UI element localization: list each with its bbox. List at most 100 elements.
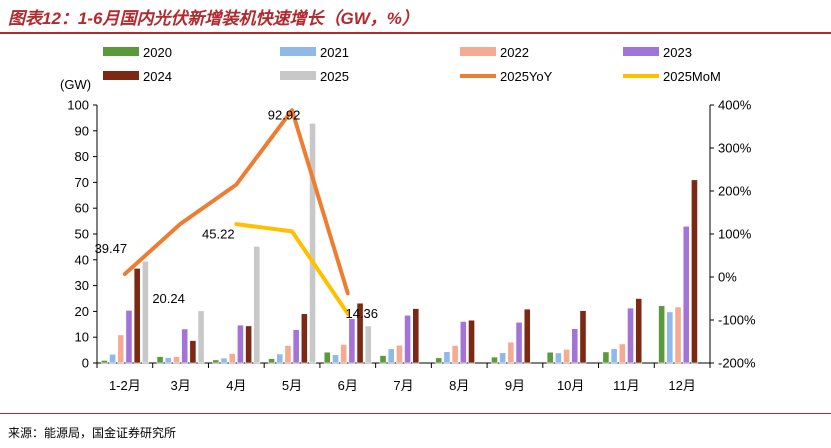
y-tick-label: 40	[75, 252, 89, 267]
x-tick-label: 1-2月	[109, 378, 141, 393]
bar-2024	[133, 268, 141, 364]
bar-2024	[189, 340, 197, 364]
y-tick-label: 10	[75, 330, 89, 345]
y2-tick-label: 400%	[718, 98, 752, 113]
bar-2020	[268, 358, 275, 364]
y-tick-label: 0	[82, 356, 89, 371]
bar-2024	[691, 179, 698, 364]
legend-label-2020: 2020	[143, 45, 172, 60]
bar-2024	[300, 313, 308, 364]
x-tick-label: 8月	[449, 378, 469, 393]
bar-2025	[309, 122, 316, 364]
y-tick-label: 100	[67, 98, 89, 113]
bar-2021	[499, 352, 507, 364]
data-label: 92.92	[268, 107, 301, 122]
legend-label-2021: 2021	[320, 45, 349, 60]
bar-2020	[212, 359, 220, 364]
bar-2020	[658, 305, 666, 364]
y-axis-unit-label: (GW)	[60, 77, 91, 92]
y-tick-label: 60	[75, 201, 89, 216]
source-note: 来源：能源局，国金证券研究所	[8, 426, 177, 440]
bar-2023	[627, 307, 634, 364]
y2-tick-label: 300%	[718, 141, 752, 156]
bar-2020	[435, 357, 443, 364]
bar-2022	[618, 343, 626, 364]
y2-tick-label: -100%	[718, 313, 756, 328]
bar-2021	[164, 357, 172, 364]
bar-2024	[468, 319, 475, 364]
y-tick-label: 20	[75, 304, 89, 319]
bar-2020	[323, 351, 331, 364]
y2-tick-label: 200%	[718, 184, 752, 199]
bar-2020	[156, 356, 164, 364]
bar-2022	[563, 349, 570, 364]
bar-2021	[387, 348, 395, 364]
legend-label-2025MoM: 2025MoM	[663, 69, 721, 84]
bar-2023	[125, 310, 133, 364]
y-tick-label: 80	[75, 149, 89, 164]
bar-2023	[515, 321, 523, 364]
bar-2024	[579, 310, 587, 364]
bar-2025	[197, 310, 205, 364]
bar-2022	[173, 356, 180, 364]
bar-2025	[364, 325, 372, 364]
y-tick-label: 70	[75, 175, 89, 190]
bar-2025	[141, 260, 149, 364]
bar-2024	[245, 325, 253, 364]
legend-swatch-2021	[280, 47, 316, 56]
x-tick-label: 10月	[557, 378, 584, 393]
source-divider	[0, 413, 831, 414]
legend-label-2025YoY: 2025YoY	[500, 69, 553, 84]
bar-2023	[682, 225, 690, 364]
legend-swatch-2022	[460, 47, 496, 56]
bar-2023	[348, 318, 356, 364]
data-label: 39.47	[95, 241, 128, 256]
bar-2022	[284, 345, 292, 364]
bar-2021	[610, 348, 618, 364]
title-bar: 图表12：1-6月国内光伏新增装机快速增长（GW，%）	[0, 0, 831, 34]
legend-label-2025: 2025	[320, 69, 349, 84]
x-tick-label: 12月	[668, 378, 695, 393]
bar-2021	[332, 354, 339, 364]
bar-2021	[276, 353, 284, 364]
bar-2023	[292, 329, 300, 364]
legend-swatch-2024	[103, 71, 139, 80]
bar-2021	[554, 352, 562, 364]
bar-2023	[181, 328, 189, 364]
bar-2020	[602, 351, 610, 364]
bar-2020	[491, 356, 498, 364]
x-tick-label: 4月	[226, 378, 246, 393]
legend-swatch-2020	[103, 47, 139, 56]
legend-label-2022: 2022	[500, 45, 529, 60]
bar-2023	[404, 314, 411, 364]
y-tick-label: 50	[75, 227, 89, 242]
x-tick-label: 7月	[393, 378, 413, 393]
line-2025YoY	[122, 108, 350, 296]
y-tick-label: 30	[75, 278, 89, 293]
x-tick-label: 5月	[282, 378, 302, 393]
x-tick-label: 6月	[338, 378, 358, 393]
bar-2020	[379, 355, 387, 364]
bar-2024	[635, 298, 643, 364]
legend-label-2023: 2023	[663, 45, 692, 60]
legend-swatch-2025	[280, 71, 316, 80]
data-label: 45.22	[202, 226, 235, 241]
bar-2021	[220, 357, 228, 364]
legend-swatch-2023	[623, 47, 659, 56]
bar-2020	[100, 360, 108, 364]
bar-2023	[237, 324, 244, 364]
y2-tick-label: 0%	[718, 270, 737, 285]
y2-tick-label: -200%	[718, 356, 756, 371]
bar-2024	[412, 308, 420, 364]
bar-2023	[571, 328, 579, 364]
legend-label-2024: 2024	[143, 69, 172, 84]
bar-2022	[395, 344, 403, 364]
y2-tick-label: 100%	[718, 227, 752, 242]
x-tick-label: 11月	[613, 378, 640, 393]
bar-2022	[507, 341, 515, 364]
line-2025MoM	[234, 222, 350, 316]
bar-2021	[666, 311, 674, 364]
chart-title: 图表12：1-6月国内光伏新增装机快速增长（GW，%）	[8, 9, 419, 28]
bar-2022	[340, 344, 348, 364]
data-label: 14.36	[345, 306, 378, 321]
